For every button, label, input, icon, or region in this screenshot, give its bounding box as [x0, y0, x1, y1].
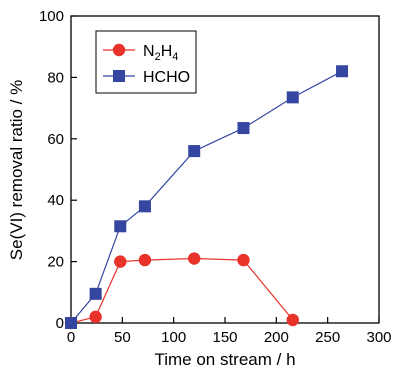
x-axis-title: Time on stream / h	[154, 350, 295, 369]
data-point	[336, 65, 349, 78]
legend: N2H4 HCHO	[95, 30, 197, 94]
y-tick-label: 0	[56, 315, 64, 332]
x-tick-label: 50	[114, 329, 131, 346]
series-line	[70, 257, 294, 324]
x-tick-label: 0	[67, 329, 75, 346]
data-point	[89, 287, 102, 300]
data-point	[138, 200, 151, 213]
y-axis-title: Se(VI) removal ratio / %	[7, 80, 26, 260]
data-point	[237, 122, 250, 135]
y-tick-label: 100	[39, 8, 64, 25]
legend-item-n2h4: N2H4	[103, 43, 178, 63]
legend-marker	[113, 70, 125, 82]
series-n2h4	[64, 252, 299, 330]
y-tick-label: 80	[47, 69, 64, 86]
data-point	[188, 145, 201, 158]
legend-label: HCHO	[143, 69, 190, 86]
x-tick-label: 300	[366, 329, 391, 346]
series-layer	[64, 65, 349, 330]
data-point	[114, 255, 127, 268]
legend-item-hcho: HCHO	[103, 69, 190, 86]
y-tick-label: 60	[47, 131, 64, 148]
y-tick-label: 40	[47, 192, 64, 209]
x-tick-label: 150	[212, 329, 237, 346]
x-tick-label: 200	[264, 329, 289, 346]
data-point	[237, 253, 250, 267]
data-point	[286, 313, 299, 327]
y-tick-label: 20	[47, 254, 64, 271]
data-point	[286, 91, 299, 104]
data-point	[89, 310, 102, 324]
legend-box	[95, 30, 197, 94]
axis-ticks: 0 50 100 150 200 250 300 0 20 40 60 80 100	[39, 8, 392, 346]
x-tick-label: 250	[315, 329, 340, 346]
series-hcho	[65, 65, 349, 329]
data-point	[188, 252, 201, 265]
x-tick-label: 100	[161, 329, 186, 346]
series-line	[70, 70, 343, 324]
data-point	[138, 253, 152, 267]
data-point	[114, 220, 127, 233]
legend-label: N2H4	[143, 43, 178, 63]
data-point	[65, 317, 77, 329]
legend-marker	[112, 43, 126, 57]
